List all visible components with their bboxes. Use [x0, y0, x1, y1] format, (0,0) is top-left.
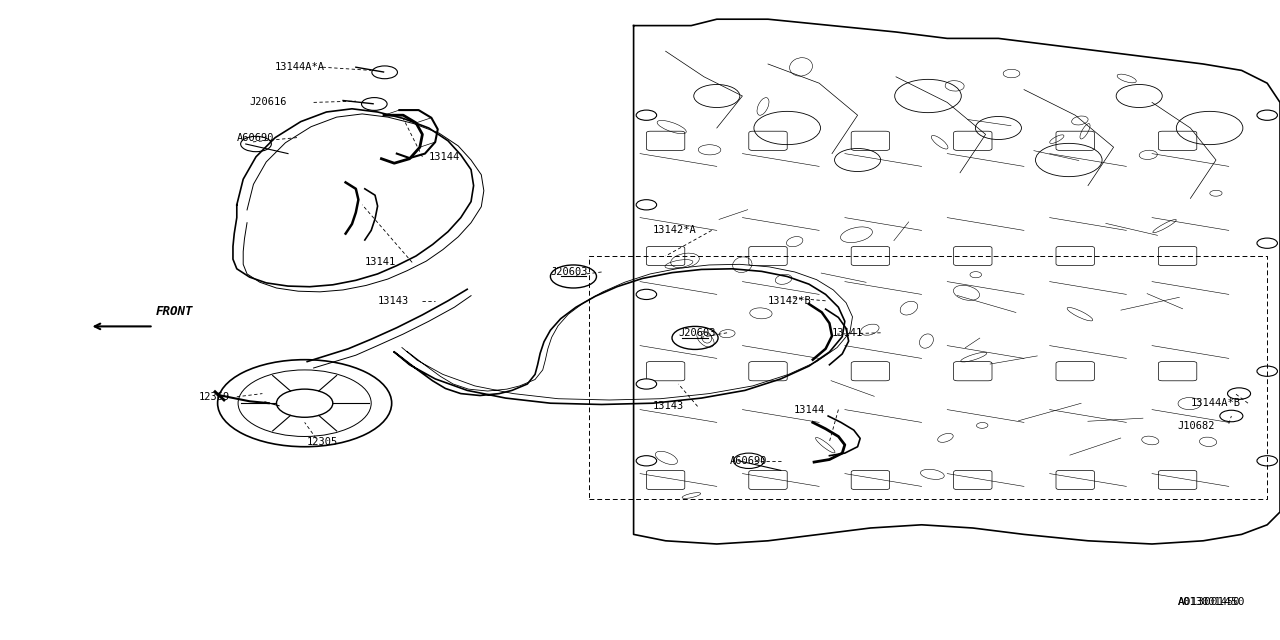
Circle shape: [1257, 366, 1277, 376]
Text: 13142*A: 13142*A: [653, 225, 696, 236]
Text: A60690: A60690: [237, 132, 274, 143]
Text: 12305: 12305: [307, 436, 338, 447]
Text: J20603: J20603: [550, 267, 588, 277]
Text: A013001450: A013001450: [1178, 596, 1245, 607]
Text: J10682: J10682: [1178, 420, 1215, 431]
Text: 13143: 13143: [653, 401, 684, 412]
Text: J20603: J20603: [678, 328, 716, 338]
Text: J20616: J20616: [250, 97, 287, 108]
Text: 13143: 13143: [378, 296, 408, 306]
Circle shape: [636, 456, 657, 466]
Circle shape: [636, 379, 657, 389]
Circle shape: [1257, 456, 1277, 466]
Text: FRONT: FRONT: [156, 305, 193, 318]
Text: 13144A*B: 13144A*B: [1190, 398, 1240, 408]
Text: 13142*B: 13142*B: [768, 296, 812, 306]
Circle shape: [1257, 110, 1277, 120]
Text: 13141: 13141: [365, 257, 396, 268]
Circle shape: [1257, 238, 1277, 248]
Text: 12369: 12369: [198, 392, 229, 402]
Circle shape: [636, 200, 657, 210]
Text: 13144A*A: 13144A*A: [275, 62, 325, 72]
Text: A60690: A60690: [730, 456, 767, 466]
Circle shape: [636, 289, 657, 300]
Circle shape: [636, 110, 657, 120]
Text: 13144: 13144: [429, 152, 460, 162]
Text: 13141: 13141: [832, 328, 863, 338]
Text: 13144: 13144: [794, 404, 824, 415]
Text: A013001450: A013001450: [1178, 596, 1240, 607]
